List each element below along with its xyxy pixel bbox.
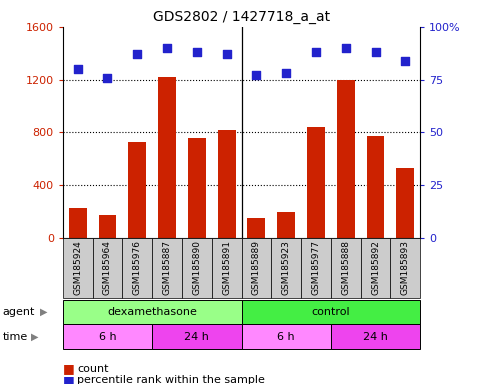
Point	[104, 74, 112, 81]
Text: GSM185923: GSM185923	[282, 240, 291, 295]
Text: GSM185887: GSM185887	[163, 240, 171, 295]
Text: GSM185893: GSM185893	[401, 240, 410, 295]
Text: control: control	[312, 307, 350, 317]
Bar	[188, 138, 206, 238]
Point	[253, 73, 260, 79]
Bar	[69, 208, 86, 238]
Bar	[218, 130, 236, 238]
Text: ▶: ▶	[31, 332, 39, 342]
Point	[74, 66, 82, 72]
Bar	[128, 142, 146, 238]
Point	[372, 49, 380, 55]
Text: GSM185977: GSM185977	[312, 240, 320, 295]
Bar	[397, 168, 414, 238]
Text: agent: agent	[2, 307, 35, 317]
Point	[342, 45, 350, 51]
Point	[282, 70, 290, 76]
Text: GSM185924: GSM185924	[73, 240, 82, 295]
Text: GSM185976: GSM185976	[133, 240, 142, 295]
Text: percentile rank within the sample: percentile rank within the sample	[77, 375, 265, 384]
Text: time: time	[2, 332, 28, 342]
Text: dexamethasone: dexamethasone	[107, 307, 197, 317]
Point	[163, 45, 171, 51]
Text: 24 h: 24 h	[185, 332, 209, 342]
Text: GSM185892: GSM185892	[371, 240, 380, 295]
Point	[312, 49, 320, 55]
Text: 6 h: 6 h	[99, 332, 116, 342]
Text: GSM185889: GSM185889	[252, 240, 261, 295]
Bar	[277, 212, 295, 238]
Text: 24 h: 24 h	[363, 332, 388, 342]
Text: GSM185891: GSM185891	[222, 240, 231, 295]
Bar	[307, 127, 325, 238]
Text: GSM185890: GSM185890	[192, 240, 201, 295]
Bar	[337, 79, 355, 238]
Bar	[247, 218, 265, 238]
Point	[223, 51, 230, 58]
Bar	[367, 136, 384, 238]
Point	[401, 58, 409, 64]
Text: ■: ■	[63, 374, 74, 384]
Point	[193, 49, 201, 55]
Text: count: count	[77, 364, 109, 374]
Text: ■: ■	[63, 362, 74, 375]
Text: GSM185888: GSM185888	[341, 240, 350, 295]
Bar	[158, 77, 176, 238]
Text: 6 h: 6 h	[277, 332, 295, 342]
Bar	[99, 215, 116, 238]
Text: GSM185964: GSM185964	[103, 240, 112, 295]
Point	[133, 51, 141, 58]
Title: GDS2802 / 1427718_a_at: GDS2802 / 1427718_a_at	[153, 10, 330, 25]
Text: ▶: ▶	[40, 307, 48, 317]
